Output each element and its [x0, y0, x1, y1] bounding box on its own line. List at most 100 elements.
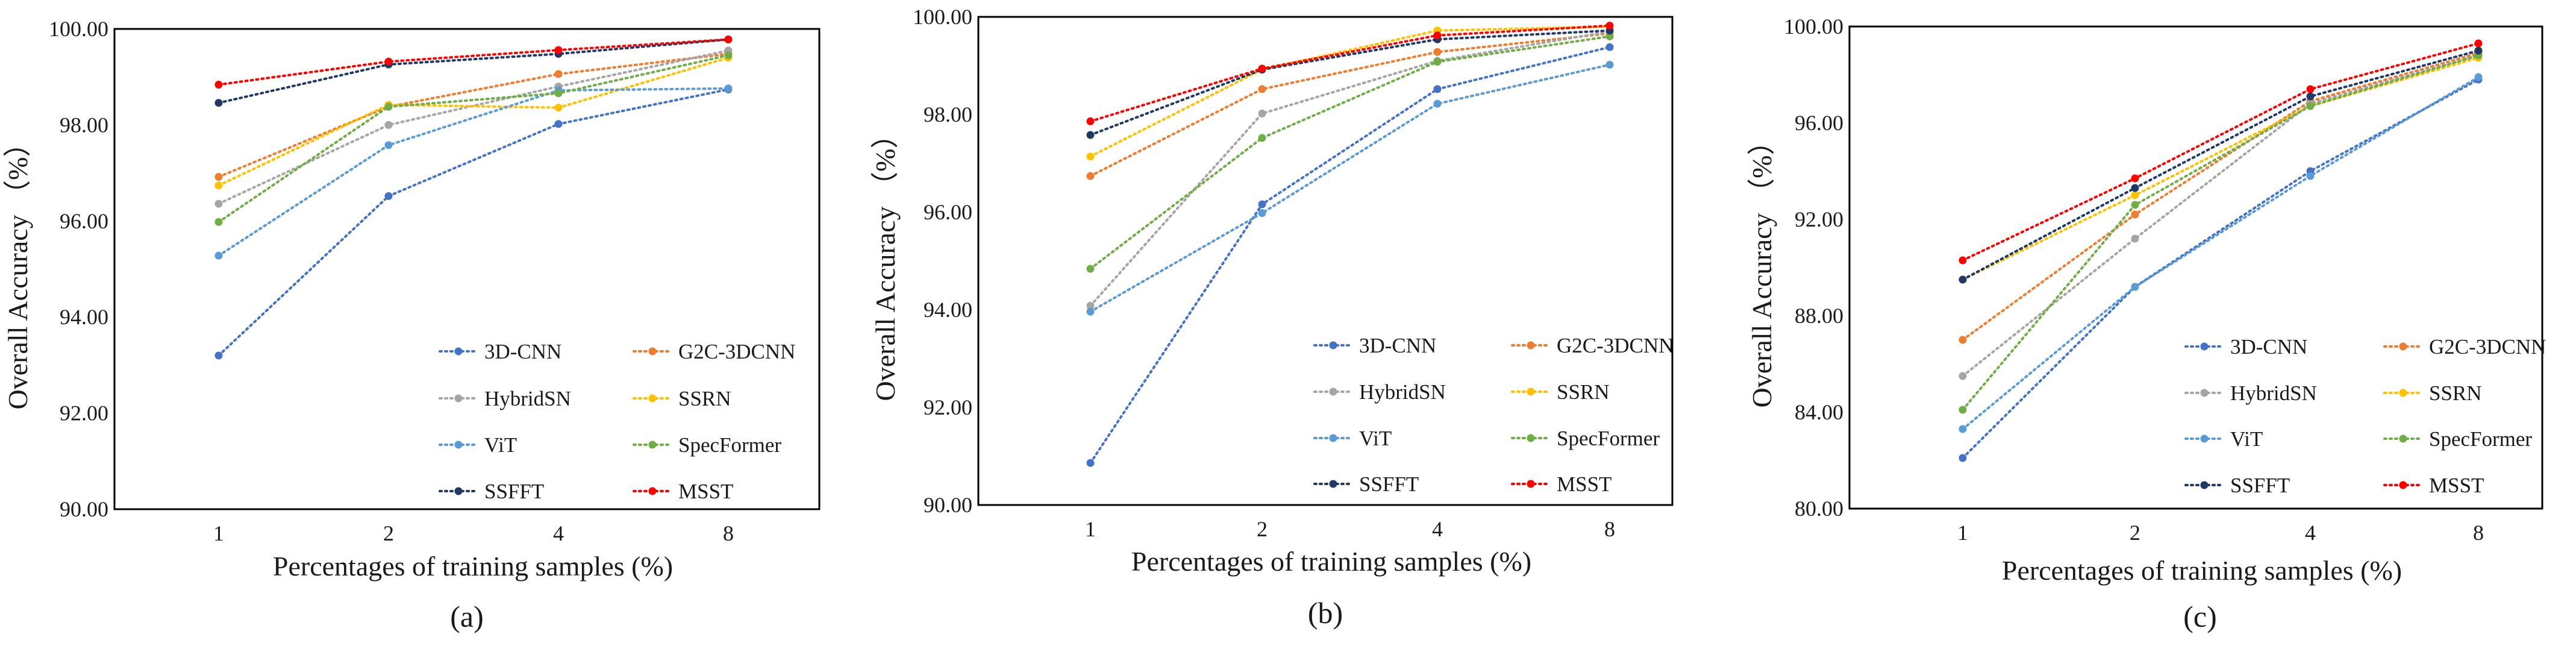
- panel-label: (c): [2183, 600, 2217, 633]
- legend-label: SpecFormer: [678, 433, 781, 457]
- legend-label: SSRN: [678, 387, 731, 410]
- data-point: [1959, 425, 1967, 433]
- x-tick-label: 4: [1432, 517, 1443, 541]
- data-point: [1086, 302, 1095, 310]
- legend-marker: [648, 394, 657, 403]
- x-axis-title: Percentages of training samples (%): [1131, 546, 1531, 577]
- series-line: [1089, 63, 1611, 313]
- data-point: [1258, 109, 1266, 118]
- data-point: [214, 99, 223, 107]
- data-point: [214, 351, 223, 360]
- legend-label: SSRN: [2429, 381, 2482, 405]
- y-tick-label: 96.00: [924, 200, 972, 224]
- y-tick-label: 96.00: [1795, 111, 1843, 135]
- legend-label: SpecFormer: [1557, 427, 1660, 450]
- data-point: [384, 102, 393, 111]
- data-point: [214, 81, 223, 89]
- data-point: [1433, 48, 1442, 56]
- data-point: [2474, 46, 2483, 55]
- y-tick-label: 100.00: [49, 17, 108, 41]
- data-point: [214, 173, 223, 181]
- data-point: [1959, 336, 1967, 344]
- legend-label: HybridSN: [2230, 381, 2317, 405]
- data-point: [1605, 32, 1614, 40]
- data-point: [554, 120, 563, 128]
- legend-label: SSFFT: [1359, 472, 1419, 496]
- data-point: [2131, 201, 2139, 209]
- data-point: [2306, 172, 2315, 180]
- panel-label: (b): [1308, 596, 1343, 630]
- legend-label: SSFFT: [484, 480, 544, 503]
- series-line: [1089, 46, 1611, 465]
- data-point: [1086, 307, 1095, 316]
- data-point: [554, 46, 563, 54]
- series-line: [1962, 52, 2480, 341]
- data-point: [1258, 85, 1266, 93]
- legend-label: SpecFormer: [2429, 427, 2532, 451]
- data-point: [214, 251, 223, 260]
- y-tick-label: 100.00: [913, 5, 972, 29]
- legend-marker: [2399, 389, 2407, 397]
- data-point: [724, 84, 733, 93]
- legend-marker: [648, 441, 657, 449]
- legend-marker: [1329, 341, 1337, 350]
- legend-marker: [2200, 342, 2209, 351]
- series-line: [1089, 35, 1611, 270]
- data-point: [1086, 459, 1095, 467]
- data-point: [2306, 102, 2315, 110]
- data-point: [2131, 283, 2139, 291]
- data-point: [1258, 209, 1266, 218]
- y-tick-label: 98.00: [60, 113, 108, 137]
- data-point: [2131, 234, 2139, 243]
- x-tick-label: 1: [1957, 521, 1968, 545]
- data-point: [1433, 58, 1442, 66]
- data-point: [724, 36, 733, 43]
- x-axis-title: Percentages of training samples (%): [273, 551, 673, 582]
- y-tick-label: 92.00: [924, 395, 972, 419]
- x-tick-label: 8: [1604, 517, 1615, 541]
- legend-marker: [2200, 389, 2209, 397]
- data-point: [1433, 31, 1442, 40]
- data-point: [554, 89, 563, 98]
- series-line: [1962, 49, 2480, 281]
- legend-marker: [1527, 341, 1535, 350]
- data-point: [384, 192, 393, 200]
- y-tick-label: 90.00: [60, 497, 108, 521]
- legend-label: MSST: [678, 480, 733, 503]
- chart-panel-3: 80.00 84.00 88.00 92.00 96.00 100.00 1 2 4 8 Overa…: [1746, 14, 2546, 633]
- legend-label: HybridSN: [1359, 380, 1446, 404]
- data-point: [2131, 184, 2139, 192]
- x-tick-label: 8: [2473, 521, 2484, 545]
- data-point: [384, 141, 393, 149]
- y-tick-label: 80.00: [1795, 497, 1843, 521]
- legend-label: 3D-CNN: [2230, 335, 2307, 359]
- series-line: [1089, 32, 1611, 178]
- x-tick-label: 2: [383, 521, 394, 545]
- y-tick-label: 100.00: [1784, 14, 1843, 39]
- x-tick-label: 1: [213, 521, 224, 545]
- series-line: [1962, 54, 2480, 377]
- series-line: [1089, 25, 1611, 158]
- series-line: [1962, 78, 2480, 459]
- series-line: [1089, 24, 1611, 123]
- series-line: [217, 88, 730, 357]
- x-tick-label: 4: [2305, 521, 2316, 545]
- data-point: [2131, 174, 2139, 183]
- y-tick-label: 94.00: [60, 305, 108, 329]
- legend-label: MSST: [1557, 472, 1612, 496]
- data-point: [1086, 265, 1095, 273]
- data-point: [2474, 39, 2483, 48]
- legend-marker: [2399, 434, 2407, 443]
- chart-panel-2: 90.00 92.00 94.00 96.00 98.00 100.00 1 2 4 8 Overa…: [870, 5, 1674, 630]
- legend-marker: [1329, 387, 1337, 396]
- data-point: [214, 181, 223, 190]
- series-line: [1962, 76, 2480, 430]
- data-point: [1959, 454, 1967, 462]
- data-point: [554, 104, 563, 112]
- data-point: [1086, 117, 1095, 125]
- legend-label: 3D-CNN: [484, 340, 561, 363]
- legend-marker: [648, 487, 657, 495]
- data-point: [1605, 43, 1614, 51]
- series-line: [1962, 54, 2480, 411]
- data-point: [214, 218, 223, 226]
